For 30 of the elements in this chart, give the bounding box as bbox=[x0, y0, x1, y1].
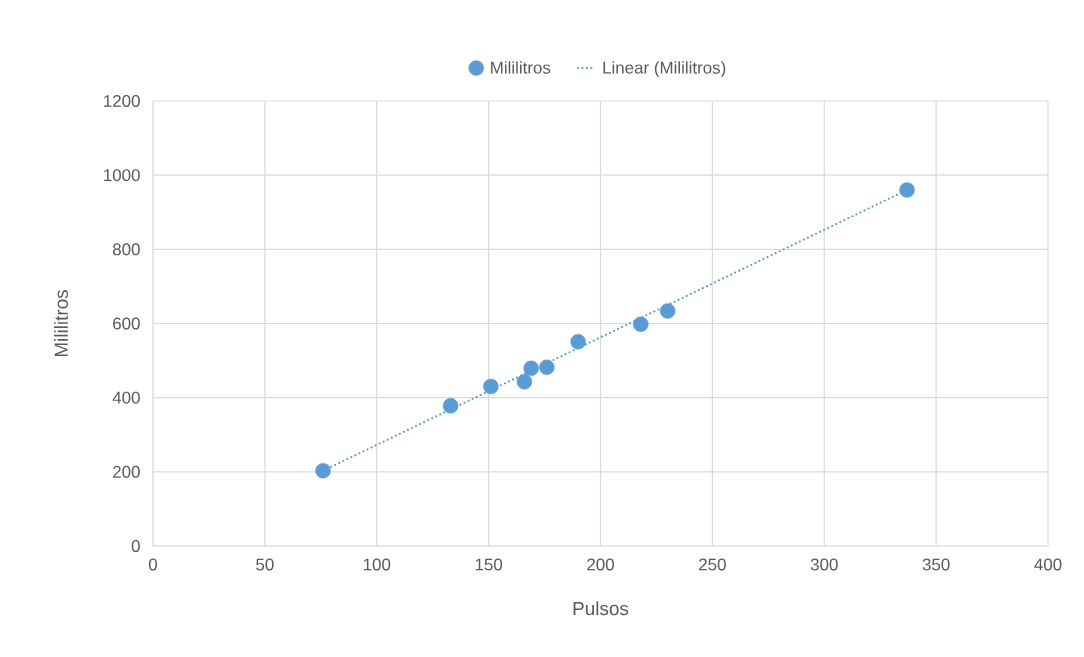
x-tick-label: 350 bbox=[922, 558, 950, 571]
point bbox=[315, 463, 331, 479]
point bbox=[483, 378, 499, 395]
x-tick-label: 100 bbox=[363, 558, 391, 571]
x-axis-title: Pulsos bbox=[573, 601, 629, 616]
x-tick-label: 150 bbox=[475, 558, 503, 571]
point bbox=[659, 303, 676, 319]
point bbox=[899, 182, 915, 198]
x-tick-label: 50 bbox=[256, 558, 274, 571]
x-tick-label: 400 bbox=[1034, 558, 1062, 571]
x-tick-label: 300 bbox=[810, 558, 838, 571]
y-tick-label: 1000 bbox=[104, 169, 140, 182]
y-tick-label: 0 bbox=[131, 539, 140, 552]
point bbox=[570, 333, 586, 350]
y-tick-label: 600 bbox=[113, 317, 140, 330]
point bbox=[442, 398, 459, 414]
legend-label: Mililitros bbox=[491, 61, 551, 74]
point bbox=[539, 359, 555, 375]
y-axis-title: Mililitros bbox=[54, 290, 68, 357]
point bbox=[516, 374, 533, 390]
y-tick-label: 200 bbox=[113, 465, 140, 478]
legend-label: Linear (Mililitros) bbox=[603, 61, 726, 77]
point bbox=[633, 316, 649, 332]
y-tick-label: 400 bbox=[112, 391, 140, 404]
y-tick-label: 800 bbox=[112, 243, 140, 256]
x-tick-label: 250 bbox=[699, 558, 726, 571]
x-tick-label: 0 bbox=[148, 558, 158, 571]
point bbox=[523, 360, 539, 377]
y-tick-label: 1200 bbox=[104, 94, 140, 107]
x-tick-label: 200 bbox=[587, 558, 614, 571]
